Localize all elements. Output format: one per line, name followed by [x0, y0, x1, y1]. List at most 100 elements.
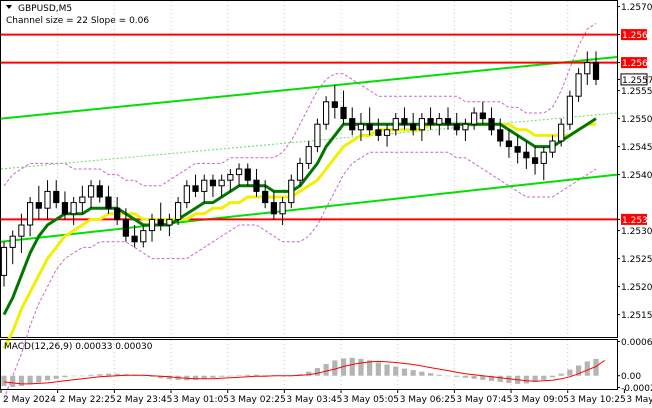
bollinger-lower-line	[3, 151, 597, 399]
current-price-tag-bg	[620, 73, 648, 86]
macd-signal-line	[3, 359, 605, 385]
macd-histogram-bar	[445, 375, 451, 377]
macd-histogram-bar	[166, 375, 173, 380]
macd-histogram-bar	[358, 358, 364, 376]
macd-label: MACD(12,26,9) 0.00033 0.00030	[4, 342, 153, 352]
macd-histogram-bar	[97, 374, 103, 376]
candle-body	[131, 235, 138, 243]
macd-histogram-bar	[314, 368, 321, 376]
candle-body	[192, 185, 199, 192]
macd-histogram-bar	[36, 375, 42, 383]
time-tick-label: 2 May 2024	[3, 395, 56, 405]
macd-histogram-bar	[1, 375, 7, 386]
candle-body	[296, 162, 304, 181]
macd-histogram-bar	[192, 375, 199, 380]
candle-body	[575, 73, 582, 97]
price-level-tag-bg	[621, 213, 647, 225]
candle-body	[209, 179, 217, 187]
macd-histogram-bar	[149, 375, 155, 377]
candle-body	[244, 168, 251, 181]
candle-body	[218, 179, 225, 187]
macd-histogram-bar	[219, 375, 225, 377]
price-tick-label: 1.2545	[621, 143, 652, 153]
price-tick-label: 1.2525	[621, 255, 652, 265]
candle-body	[410, 123, 417, 131]
macd-histogram-bar	[419, 371, 425, 376]
candle-body	[305, 146, 312, 164]
candle-body	[444, 118, 452, 125]
macd-histogram-bar	[558, 373, 564, 376]
candle-body	[105, 196, 112, 209]
macd-histogram-bar	[541, 375, 547, 380]
macd-histogram-bar	[158, 375, 164, 379]
candle-body	[349, 118, 356, 131]
time-tick-label: 2 May 22:25	[60, 395, 116, 405]
candle-body	[549, 140, 556, 153]
price-tick-label: 1.2520	[621, 283, 652, 293]
candle-body	[357, 123, 365, 131]
candle-body	[175, 202, 182, 220]
candle-body	[418, 118, 425, 131]
channel-lower-line	[0, 173, 618, 243]
candle-body	[27, 202, 34, 226]
macd-histogram-bar	[236, 375, 242, 376]
candle-body	[531, 157, 539, 164]
candle-body	[462, 123, 469, 131]
macd-histogram-bar	[349, 357, 355, 376]
macd-histogram-bar	[593, 358, 599, 376]
macd-histogram-bar	[210, 375, 216, 378]
macd-histogram-bar	[497, 375, 503, 382]
candle-body	[270, 202, 277, 215]
candle-body	[279, 202, 286, 215]
price-tick-label: 1.2550	[621, 115, 652, 125]
price-tick-label: 1.2540	[621, 171, 652, 181]
macd-histogram-bar	[488, 375, 495, 381]
price-tick-label: 1.2515	[621, 311, 652, 321]
macd-histogram-bar	[245, 374, 251, 376]
candle-body	[288, 179, 295, 204]
macd-histogram-bar	[88, 374, 94, 376]
candle-body	[323, 101, 330, 125]
candle-body	[53, 190, 60, 204]
candle-body	[392, 118, 399, 131]
price-level-tag-label: 1.2565	[622, 31, 652, 41]
macd-histogram-bar	[44, 375, 51, 381]
macd-histogram-bar	[79, 375, 85, 377]
candle-body	[183, 185, 190, 204]
macd-histogram-bar	[401, 368, 408, 376]
candle-body	[166, 218, 173, 226]
macd-histogram-bar	[523, 375, 529, 384]
macd-histogram-bar	[584, 361, 590, 376]
candle-body	[514, 146, 521, 153]
time-tick-label: 3 May 11:45	[626, 395, 652, 405]
macd-tick-label: -0.00023	[621, 384, 652, 394]
time-tick-label: 3 May 06:25	[400, 395, 456, 405]
macd-panel: MACD(12,26,9) 0.00033 0.00030	[0, 339, 618, 390]
macd-histogram-bar	[62, 375, 68, 378]
macd-histogram-bar	[532, 375, 538, 382]
macd-histogram-bar	[462, 375, 469, 378]
macd-histogram-bar	[18, 375, 25, 386]
macd-histogram-bar	[332, 360, 338, 376]
price-tick-label: 1.2555	[621, 87, 652, 97]
macd-histogram-bar	[454, 375, 460, 377]
candle-body	[366, 123, 373, 131]
channel-size-note: Channel size = 22 Slope = 0.06	[6, 16, 149, 26]
main-panel-frame	[0, 0, 618, 338]
candle-body	[505, 140, 513, 148]
macd-histogram-bar	[480, 375, 486, 380]
macd-tick-label: 0.00	[621, 372, 641, 382]
candle-body	[114, 207, 121, 220]
collapse-triangle-icon[interactable]	[6, 5, 12, 9]
macd-tick-label: 0.00067	[621, 338, 652, 348]
candle-body	[314, 123, 321, 148]
price-level-tag-label: 1.2560	[622, 59, 652, 69]
macd-histogram-bar	[10, 375, 16, 387]
candle-body	[140, 230, 147, 243]
main-price-panel: GBPUSD,M5 Channel size = 22 Slope = 0.06	[0, 0, 618, 399]
macd-histogram-bar	[375, 362, 381, 376]
macd-histogram-bar	[201, 375, 207, 379]
price-tick-label: 1.2530	[621, 227, 652, 237]
candle-body	[122, 218, 129, 237]
candle-body	[148, 218, 156, 232]
